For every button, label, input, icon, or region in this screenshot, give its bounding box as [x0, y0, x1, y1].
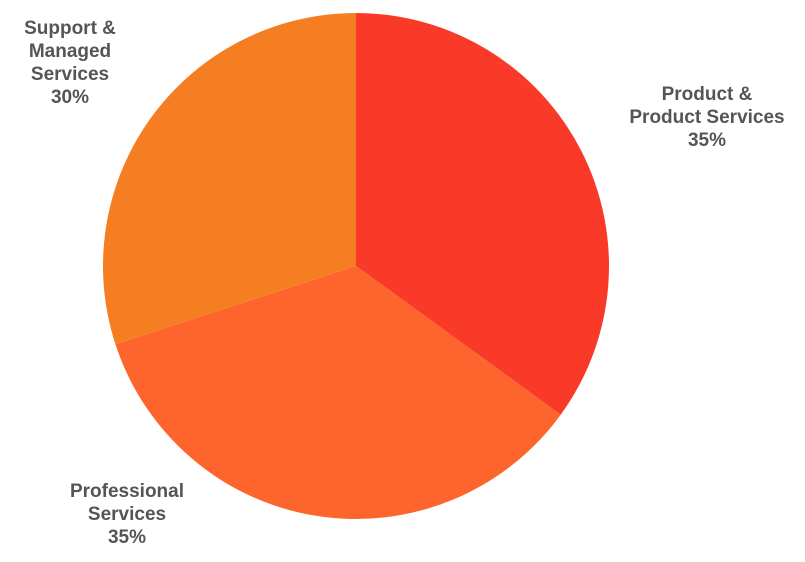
slice-percent: 35% [108, 527, 146, 548]
pie-slices [102, 13, 609, 520]
slice-percent: 30% [51, 87, 89, 108]
slice-label-2: Professional Services 35% [70, 481, 184, 548]
pie-slice-2 [115, 266, 561, 520]
pie-slice-1 [356, 13, 609, 415]
pie-slice-3 [102, 13, 356, 345]
slice-label-line: Managed [29, 41, 111, 62]
pie-labels: Product & Product Services 35%Professional… [24, 18, 785, 548]
slice-label-line: Professional [70, 481, 184, 502]
slice-label-line: Product Services [629, 107, 784, 128]
slice-label-line: Services [88, 504, 166, 525]
slice-label-line: Support & [24, 18, 116, 39]
slice-label-line: Services [31, 64, 109, 85]
slice-label-line: Product & [662, 84, 753, 105]
slice-label-3: Support & Managed Services 30% [24, 18, 116, 108]
slice-percent: 35% [688, 130, 726, 151]
slice-label-1: Product & Product Services 35% [629, 84, 784, 151]
